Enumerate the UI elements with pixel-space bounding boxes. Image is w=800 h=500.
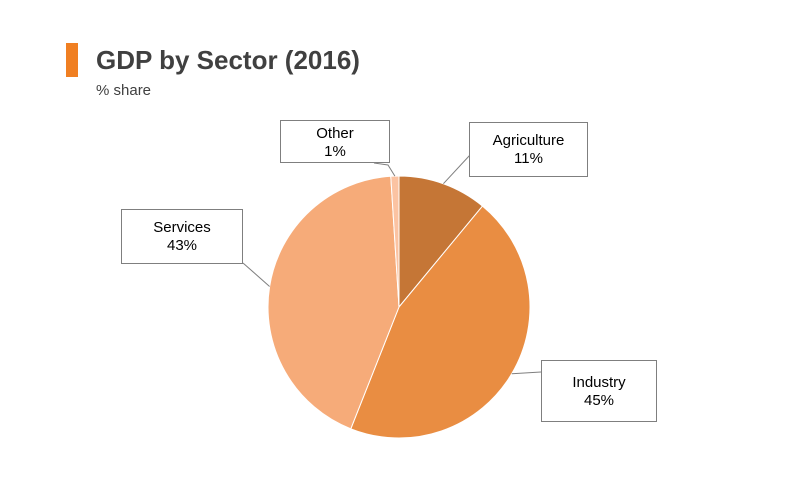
leader-line-industry [511,371,542,375]
callout-value-services: 43% [166,237,198,254]
pie-slice-services [267,175,400,430]
callout-label-services: Services [153,219,211,236]
callout-label-industry: Industry [572,374,626,391]
pie-slice-industry [350,205,531,439]
chart-subtitle: % share [96,82,152,99]
callout-services: Services 43% [121,209,243,264]
callout-label-agriculture: Agriculture [492,132,565,149]
callout-industry: Industry 45% [541,360,657,422]
callout-agriculture: Agriculture 11% [469,122,588,177]
callout-other: Other 1% [280,120,390,163]
leader-line-other [373,162,396,177]
leader-line-agriculture [443,154,471,185]
callout-value-agriculture: 11% [514,150,543,167]
pie-slice-agriculture [398,175,484,309]
chart-title: GDP by Sector (2016) [96,45,360,75]
callout-value-industry: 45% [583,392,615,409]
title-accent-bar [66,43,78,77]
leader-line-services [242,262,270,287]
callout-label-other: Other [316,125,354,142]
callout-value-other: 1% [324,143,346,160]
